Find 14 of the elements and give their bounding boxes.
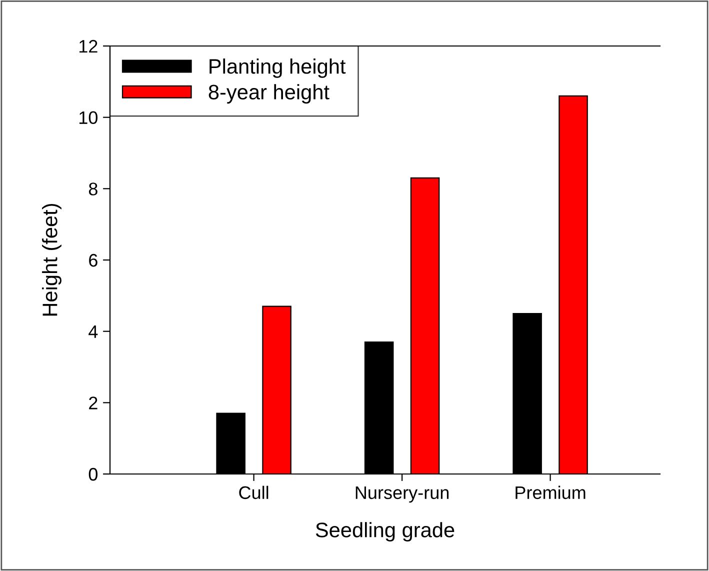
y-tick-label: 10 (79, 111, 98, 124)
legend-label: 8-year height (208, 84, 330, 104)
x-tick-label: Cull (239, 486, 268, 500)
y-axis-title: Height (feet) (42, 204, 62, 316)
x-axis-title: Seedling grade (316, 522, 454, 542)
y-tick-label: 8 (88, 182, 98, 196)
x-tick-label: Nursery-run (356, 486, 449, 503)
y-tick-label: 0 (88, 468, 98, 481)
y-tick-label: 4 (88, 325, 98, 338)
x-tick-label: Premium (516, 486, 586, 500)
legend-label: Planting height (210, 58, 346, 78)
y-tick-label: 12 (79, 40, 98, 53)
y-tick-label: 2 (89, 396, 98, 410)
y-tick-label: 6 (89, 254, 98, 267)
